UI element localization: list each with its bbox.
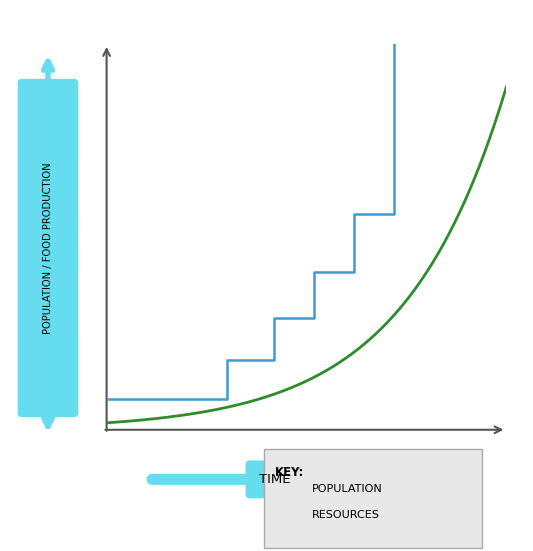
Text: POPULATION / FOOD PRODUCTION: POPULATION / FOOD PRODUCTION bbox=[43, 162, 53, 334]
Text: POPULATION: POPULATION bbox=[312, 484, 383, 494]
Text: TIME: TIME bbox=[259, 473, 290, 486]
Text: KEY:: KEY: bbox=[274, 466, 304, 479]
Text: RESOURCES: RESOURCES bbox=[312, 510, 379, 520]
